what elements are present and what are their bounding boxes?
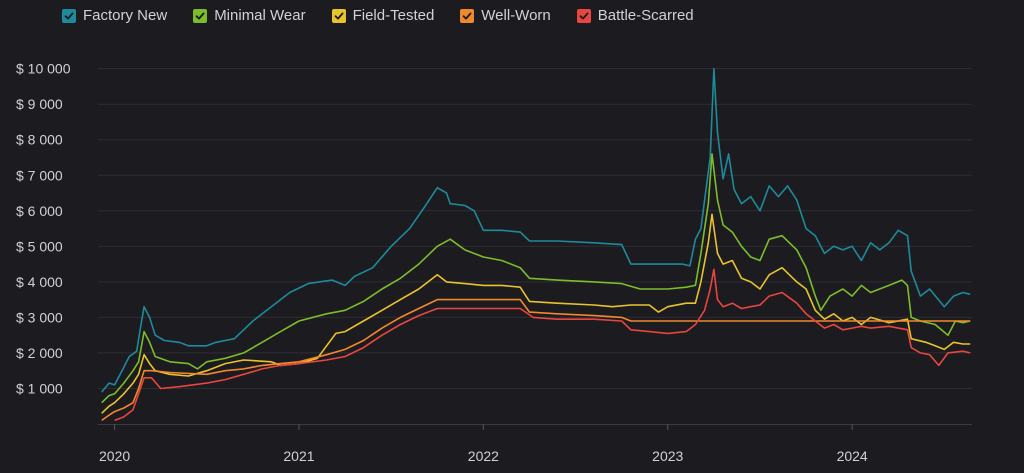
- legend-item-battle-scarred[interactable]: Battle-Scarred: [576, 7, 694, 24]
- y-tick-label: $ 10 000: [16, 61, 71, 77]
- y-tick-label: $ 6 000: [16, 203, 63, 219]
- y-tick-label: $ 5 000: [16, 238, 63, 254]
- series-line-field-tested[interactable]: [101, 213, 971, 414]
- legend-item-field-tested[interactable]: Field-Tested: [331, 7, 435, 24]
- y-tick-label: $ 4 000: [16, 274, 63, 290]
- legend-label: Minimal Wear: [214, 7, 306, 24]
- x-tick-label: 2022: [468, 448, 499, 464]
- checkbox-icon[interactable]: [460, 8, 475, 23]
- chart-legend: Factory New Minimal Wear Field-Tested Well-…: [62, 7, 694, 24]
- y-tick-label: $ 9 000: [16, 96, 63, 112]
- y-tick-label: $ 1 000: [16, 380, 63, 396]
- series-line-well-worn[interactable]: [101, 298, 971, 422]
- checkbox-icon[interactable]: [193, 8, 208, 23]
- legend-item-factory-new[interactable]: Factory New: [62, 7, 167, 24]
- y-tick-label: $ 8 000: [16, 132, 63, 148]
- series-line-battle-scarred[interactable]: [114, 268, 971, 422]
- x-tick-label: 2024: [837, 448, 868, 464]
- legend-item-minimal-wear[interactable]: Minimal Wear: [193, 7, 306, 24]
- x-tick-label: 2020: [99, 448, 130, 464]
- y-tick-label: $ 3 000: [16, 309, 63, 325]
- legend-label: Factory New: [83, 7, 168, 24]
- x-tick-label: 2023: [652, 448, 683, 464]
- series-line-factory-new[interactable]: [101, 67, 971, 393]
- y-tick-label: $ 7 000: [16, 167, 63, 183]
- legend-label: Battle-Scarred: [597, 7, 694, 24]
- y-tick-label: $ 2 000: [16, 345, 63, 361]
- checkbox-icon[interactable]: [62, 8, 76, 23]
- x-tick-label: 2021: [283, 448, 314, 464]
- series-line-minimal-wear[interactable]: [101, 153, 971, 404]
- checkbox-icon[interactable]: [576, 8, 591, 23]
- legend-label: Field-Tested: [352, 7, 435, 24]
- legend-label: Well-Worn: [481, 7, 551, 24]
- checkbox-icon[interactable]: [331, 8, 346, 23]
- legend-item-well-worn[interactable]: Well-Worn: [460, 7, 551, 24]
